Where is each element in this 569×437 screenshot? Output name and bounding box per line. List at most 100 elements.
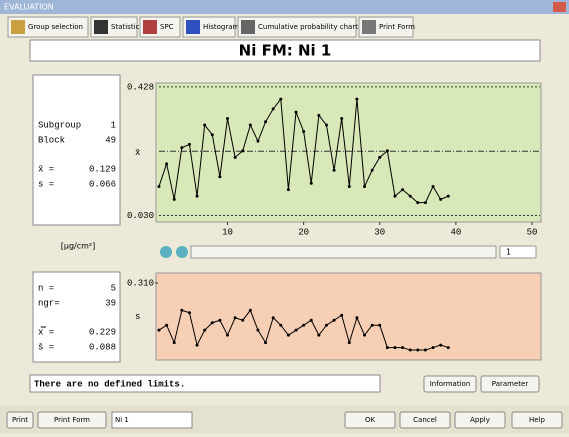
data-point [385,346,389,350]
info-label: s = [38,179,54,189]
tab-label: Cumulative probability chart [258,23,358,31]
data-point [241,318,245,322]
data-point [393,194,397,198]
button[interactable] [344,411,396,429]
data-point [446,346,450,350]
data-point [439,343,443,347]
zoom-out[interactable] [176,246,188,258]
data-point [393,346,397,350]
data-point [218,175,222,179]
info-value: 0.066 [89,179,116,189]
x-tick-label: 50 [527,227,538,237]
data-point [180,146,184,150]
plot-area [155,272,542,361]
data-point [218,318,222,322]
data-point [332,168,336,172]
data-point [233,316,237,320]
data-point [286,333,290,337]
info-value: 39 [105,298,116,308]
data-point [378,155,382,159]
spinner[interactable] [499,245,537,259]
data-point [416,201,420,205]
x-tick-label: 30 [374,227,385,237]
y-tick-label: 0.310 [127,278,154,288]
data-point [370,323,374,327]
data-point [210,321,214,325]
data-point [439,197,443,201]
data-point [302,323,306,327]
tab-icon [94,20,108,34]
button-label: Print [12,416,28,424]
info-value: 0.229 [89,327,116,337]
data-point [271,107,275,111]
data-point [340,313,344,317]
data-point [324,323,328,327]
button[interactable] [511,411,563,429]
button-label: Cancel [413,416,437,424]
data-point [279,97,283,101]
info-panel [32,271,121,363]
data-point [187,311,191,315]
close-button[interactable] [553,2,566,12]
data-point [256,328,260,332]
tab[interactable] [237,16,357,38]
tab-icon [186,20,200,34]
info-label: x̿ = [38,325,54,337]
data-point [294,328,298,332]
data-point [203,123,207,127]
tab-icon [241,20,255,34]
button-label: Help [529,416,546,424]
button-label: Print Form [54,416,90,424]
data-point [157,328,161,332]
data-point [210,133,214,137]
spinner-value: 1 [506,248,511,257]
button[interactable] [480,375,540,393]
scrollbar[interactable] [190,245,497,259]
dropdown[interactable] [111,411,193,429]
tab-icon [143,20,157,34]
data-point [363,184,367,188]
info-label: n = [38,283,54,293]
data-point [317,333,321,337]
zoom-in[interactable] [160,246,172,258]
button[interactable] [399,411,451,429]
data-point [195,343,199,347]
button-label: Apply [470,416,490,424]
data-point [256,139,260,143]
data-point [385,149,389,153]
button-label: Information [430,380,471,388]
data-point [347,341,351,345]
y-axis-label: x̄ [135,148,140,158]
button[interactable] [423,375,477,393]
data-point [195,194,199,198]
title-box [29,39,541,62]
tab[interactable] [7,16,89,38]
data-point [408,194,412,198]
button[interactable] [6,411,34,429]
data-point [423,201,427,205]
tab-icon [11,20,25,34]
data-point [165,162,169,166]
data-point [355,316,359,320]
button[interactable] [37,411,107,429]
tab-label: Group selection [28,23,83,31]
data-point [309,181,313,185]
data-point [180,308,184,312]
data-point [401,346,405,350]
info-label: Subgroup [38,120,81,130]
unit-label: [µg/cm²] [61,242,96,251]
y-tick-label: 0.030 [127,211,154,221]
data-point [309,318,313,322]
data-point [203,328,207,332]
tab-label: SPC [160,23,174,31]
data-point [446,194,450,198]
tab-label: Print Form [379,23,415,31]
button[interactable] [454,411,506,429]
button-label: OK [365,416,376,424]
data-point [363,333,367,337]
button-label: Parameter [492,380,529,388]
info-value: 1 [111,120,116,130]
plot-area [155,82,542,223]
data-point [172,341,176,345]
data-point [431,346,435,350]
